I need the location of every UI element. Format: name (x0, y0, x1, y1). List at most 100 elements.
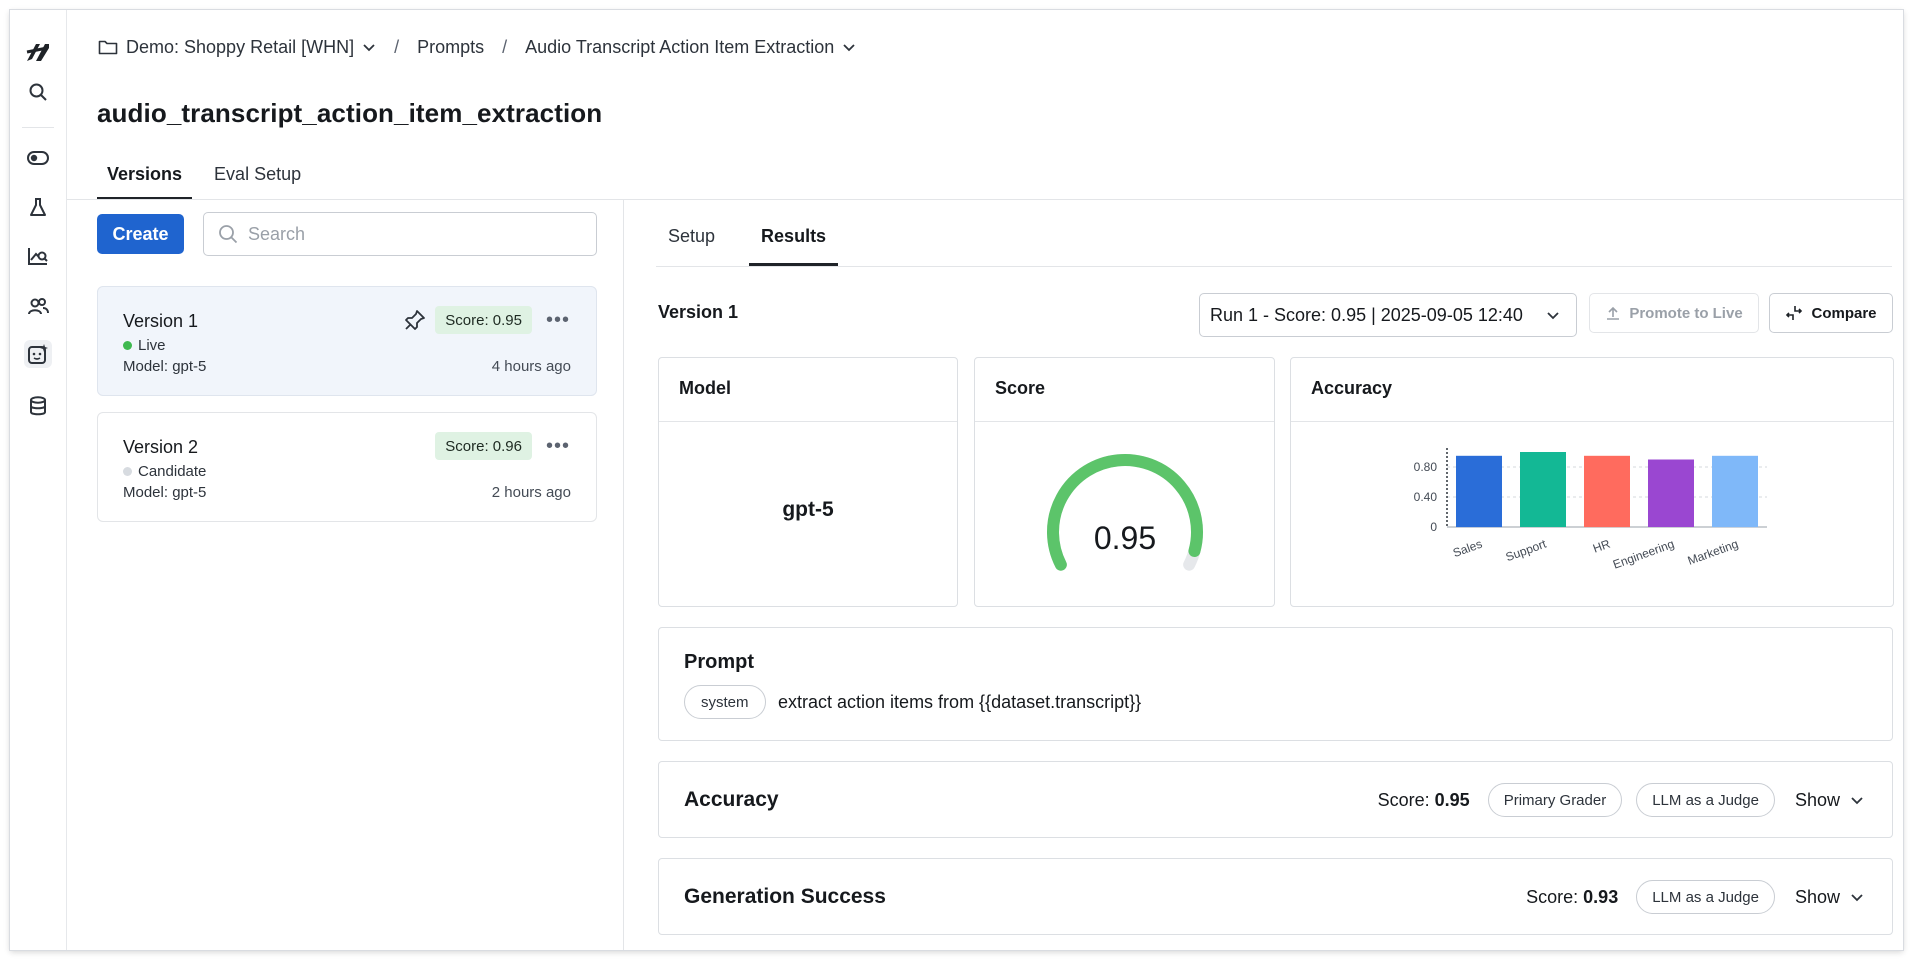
chart-x-tick-label: Engineering (1611, 537, 1676, 572)
compare-button[interactable]: Compare (1769, 293, 1893, 333)
breadcrumb-project-label: Demo: Shoppy Retail [WHN] (126, 36, 355, 57)
chart-bar (1648, 459, 1694, 527)
search-field[interactable] (203, 212, 597, 256)
grader-title: Generation Success (684, 885, 886, 908)
version-time: 4 hours ago (491, 358, 571, 375)
breadcrumb-prompt-label: Audio Transcript Action Item Extraction (525, 36, 835, 57)
grader-card: Generation Success Score: 0.93 LLM as a … (658, 858, 1893, 935)
pin-icon[interactable] (404, 309, 426, 336)
promote-label: Promote to Live (1629, 304, 1743, 322)
chart-bar (1712, 455, 1758, 528)
version-card[interactable]: Version 2 Score: 0.96 ••• Candidate Mode… (97, 412, 597, 522)
version-model: Model: gpt-5 (123, 484, 207, 501)
version-status: Candidate (123, 463, 206, 480)
promote-to-live-button[interactable]: Promote to Live (1589, 293, 1759, 333)
version-name: Version 1 (123, 311, 199, 331)
grader-score: Score: 0.93 (1526, 887, 1618, 908)
prompt-title: Prompt (684, 651, 754, 673)
flask-icon[interactable] (24, 193, 52, 221)
prompt-card: Prompt system extract action items from … (658, 627, 1893, 741)
model-card-title: Model (659, 358, 957, 422)
chevron-down-icon (843, 44, 855, 52)
tab-setup[interactable]: Setup (668, 226, 716, 246)
tab-results[interactable]: Results (749, 218, 839, 266)
show-label: Show (1794, 789, 1840, 810)
grader-actions: Score: 0.95 Primary Grader LLM as a Judg… (1378, 783, 1864, 817)
model-value: gpt-5 (782, 498, 834, 521)
upload-icon (1607, 306, 1620, 320)
search-input[interactable] (248, 223, 578, 245)
grader-score-value: 0.93 (1583, 886, 1619, 907)
grader-tag: LLM as a Judge (1636, 880, 1775, 914)
status-label: Live (138, 337, 166, 354)
compare-label: Compare (1811, 304, 1877, 322)
show-button[interactable]: Show (1795, 790, 1864, 811)
app-window: Demo: Shoppy Retail [WHN] / Prompts / Au… (10, 10, 1903, 950)
subtabs-divider (656, 266, 1892, 267)
sidebar (10, 10, 67, 950)
grader-score-prefix: Score: (1526, 886, 1579, 907)
compare-icon (1786, 306, 1803, 320)
show-label: Show (1794, 886, 1840, 907)
folder-icon (98, 40, 118, 55)
tab-eval-setup[interactable]: Eval Setup (214, 164, 302, 184)
breadcrumb-project[interactable]: Demo: Shoppy Retail [WHN] (98, 37, 376, 58)
column-divider (623, 200, 624, 950)
version-time: 2 hours ago (491, 484, 571, 501)
score-card-title: Score (975, 358, 1274, 422)
status-label: Candidate (138, 463, 207, 480)
chevron-down-icon (1547, 312, 1559, 320)
grader-card: Accuracy Score: 0.95 Primary Grader LLM … (658, 761, 1893, 838)
run-select[interactable]: Run 1 - Score: 0.95 | 2025-09-05 12:40 (1199, 293, 1577, 337)
more-icon[interactable]: ••• (545, 435, 570, 457)
chart-x-tick-label: Marketing (1686, 537, 1740, 568)
chart-x-tick-label: Sales (1451, 537, 1484, 560)
version-model: Model: gpt-5 (123, 358, 207, 375)
grader-actions: Score: 0.93 LLM as a Judge Show (1526, 880, 1864, 914)
breadcrumb-prompts[interactable]: Prompts (417, 36, 485, 57)
grader-title: Accuracy (684, 788, 779, 811)
database-icon[interactable] (24, 392, 52, 420)
show-button[interactable]: Show (1795, 887, 1864, 908)
result-tabs: Setup Results (656, 218, 860, 266)
version-name: Version 2 (123, 437, 199, 457)
accuracy-card-title: Accuracy (1291, 358, 1893, 422)
chart-x-tick-label: HR (1591, 537, 1612, 556)
grader-score-prefix: Score: (1377, 789, 1430, 810)
score-card: Score 0.95 (974, 357, 1275, 607)
chart-y-tick-label: 0 (1430, 520, 1437, 534)
breadcrumb-prompt[interactable]: Audio Transcript Action Item Extraction (525, 37, 856, 58)
create-button[interactable]: Create (97, 214, 184, 254)
model-card: Model gpt-5 (658, 357, 958, 607)
logo-icon[interactable] (24, 38, 52, 66)
gauge-value: 0.95 (1094, 520, 1156, 556)
grader-tag: LLM as a Judge (1636, 783, 1775, 817)
tab-versions[interactable]: Versions (97, 156, 193, 200)
chart-y-tick-label: 0.80 (1414, 460, 1438, 474)
gauge-fill (1047, 454, 1203, 571)
chart-bar (1520, 452, 1566, 527)
toggle-icon[interactable] (24, 144, 52, 172)
prompts-icon[interactable] (24, 340, 52, 368)
top-tabs: Versions Eval Setup (97, 156, 323, 200)
chart-y-tick-label: 0.40 (1414, 490, 1438, 504)
prompt-role-badge: system (684, 685, 766, 719)
page-title: audio_transcript_action_item_extraction (97, 98, 603, 128)
search-icon (219, 225, 238, 244)
more-icon[interactable]: ••• (545, 309, 570, 331)
breadcrumb-separator: / (394, 36, 400, 57)
selected-version-label: Version 1 (658, 302, 739, 322)
users-icon[interactable] (24, 292, 52, 320)
chart-x-tick-label: Support (1504, 536, 1549, 564)
status-dot-icon (123, 467, 132, 476)
analytics-icon[interactable] (24, 242, 52, 270)
chevron-down-icon (1851, 797, 1863, 805)
search-icon[interactable] (24, 78, 52, 106)
version-status: Live (123, 337, 166, 354)
score-gauge: 0.95 (1047, 454, 1203, 571)
chevron-down-icon (363, 44, 375, 52)
version-card[interactable]: Version 1 Score: 0.95 ••• Live Model: gp… (97, 286, 597, 396)
grader-tag: Primary Grader (1487, 783, 1623, 817)
chart-bar (1456, 455, 1502, 528)
status-dot-icon (123, 341, 132, 350)
